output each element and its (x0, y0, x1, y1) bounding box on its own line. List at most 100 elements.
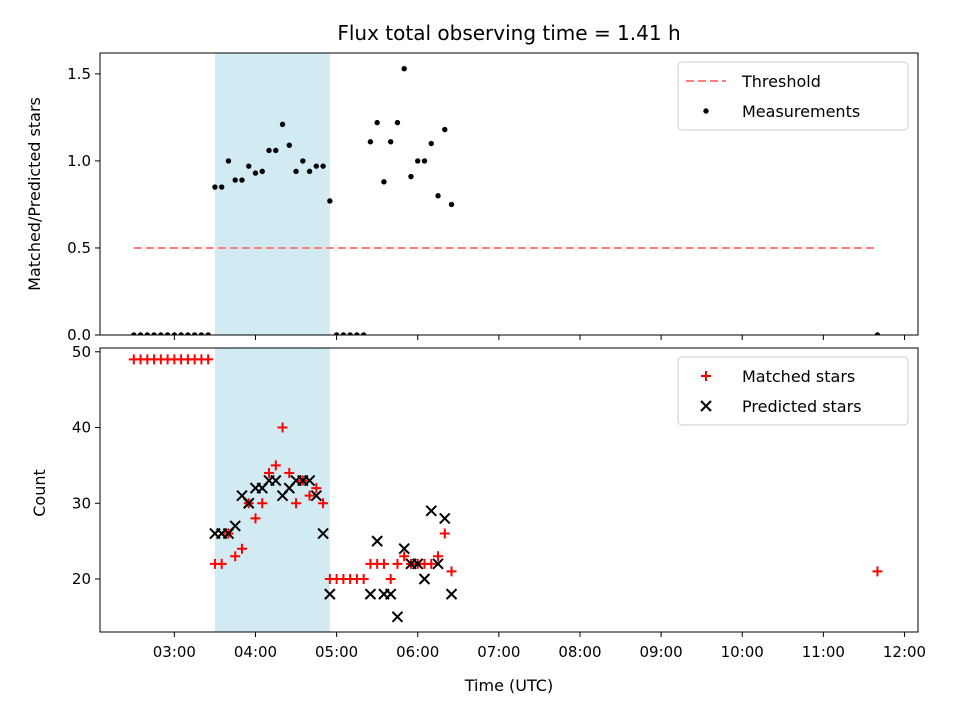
bottom-matched-marker (257, 498, 268, 509)
top-series-measurements (131, 65, 881, 335)
bottom-y-tick-label: 50 (72, 343, 91, 361)
top-measurement-point (408, 173, 414, 180)
bottom-matched-marker (216, 558, 227, 569)
bottom-shaded-span (214, 348, 330, 632)
x-tick-label: 05:00 (315, 643, 358, 661)
top-y-axis-label: Matched/Predicted stars (25, 97, 44, 291)
top-measurement-point (158, 332, 164, 335)
top-measurement-point (428, 140, 434, 147)
x-tick-label: 12:00 (883, 643, 926, 661)
bottom-series-matched-stars (128, 354, 883, 584)
bottom-matched-marker (264, 467, 275, 478)
bottom-matched-marker (304, 490, 315, 501)
bottom-matched-marker (446, 566, 457, 577)
top-measurement-point (415, 158, 421, 164)
x-tick-label: 07:00 (477, 643, 520, 661)
top-measurement-point (212, 184, 218, 190)
top-plot-area (131, 65, 881, 335)
top-measurement-point (401, 65, 407, 72)
bottom-legend-label: Predicted stars (742, 397, 862, 416)
bottom-matched-marker (284, 467, 295, 478)
top-measurement-point (232, 177, 238, 183)
bottom-matched-marker (270, 460, 281, 471)
bottom-y-tick-label: 40 (72, 419, 91, 437)
bottom-predicted-marker (425, 505, 437, 517)
top-y-tick-label: 0.0 (67, 326, 91, 344)
top-measurement-point (367, 139, 374, 145)
top-y-tick-label: 0.5 (67, 239, 91, 257)
bottom-axes: 20 30 40 50 03:00 04:00 05:00 06:00 07:00 08:00 09… (72, 343, 926, 661)
x-tick-label: 06:00 (396, 643, 439, 661)
bottom-legend-matched-swatch (701, 371, 711, 381)
top-measurement-point (185, 332, 191, 335)
top-measurement-point (198, 332, 205, 335)
x-tick-label: 08:00 (558, 643, 601, 661)
top-measurement-point (333, 332, 340, 335)
bottom-predicted-marker (364, 588, 377, 600)
bottom-matched-marker (872, 566, 883, 577)
top-measurement-point (137, 332, 144, 335)
bottom-predicted-marker (317, 527, 329, 540)
bottom-matched-marker (385, 573, 396, 584)
bottom-matched-marker (378, 558, 389, 569)
bottom-legend-predicted-swatch (700, 400, 712, 412)
top-shaded-span (214, 53, 330, 335)
top-measurement-point (266, 147, 272, 154)
top-measurement-point (279, 121, 286, 128)
bottom-matched-marker (318, 498, 329, 509)
x-tick-label: 03:00 (153, 643, 196, 661)
top-y-tick-label: 1.0 (67, 152, 91, 170)
bottom-matched-marker (399, 551, 410, 562)
top-legend-box (677, 61, 909, 131)
bottom-matched-marker (250, 513, 261, 524)
top-measurement-point (191, 332, 198, 335)
bottom-predicted-marker (412, 558, 424, 570)
x-tick-label: 10:00 (721, 643, 764, 661)
bottom-matched-marker (439, 528, 450, 539)
top-measurement-point (354, 332, 360, 335)
bottom-matched-marker (392, 558, 403, 569)
top-measurement-point (286, 142, 292, 148)
top-measurement-point (394, 119, 401, 126)
top-axes: 0.0 0.5 1.0 1.5 Threshold Measurements (67, 52, 919, 344)
bottom-predicted-marker (391, 611, 404, 623)
x-axis-label: Time (UTC) (464, 676, 553, 695)
bottom-predicted-marker (243, 497, 255, 509)
bottom-predicted-marker (418, 573, 431, 585)
chart-title: Flux total observing time = 1.41 h (337, 21, 680, 45)
bottom-legend: Matched stars Predicted stars (677, 356, 909, 426)
bottom-predicted-marker (229, 520, 241, 532)
bottom-predicted-marker (432, 558, 444, 570)
top-measurement-point (874, 332, 881, 335)
top-measurement-point (421, 158, 428, 164)
bottom-matched-marker (236, 543, 247, 554)
top-axes-frame (99, 52, 919, 336)
top-measurement-point (252, 170, 259, 176)
bottom-predicted-marker (439, 512, 451, 525)
top-measurement-point (293, 168, 299, 175)
bottom-predicted-marker (371, 535, 383, 547)
bottom-predicted-marker (270, 474, 282, 487)
bottom-y-tick-label: 30 (72, 494, 91, 512)
top-measurement-point (218, 184, 225, 190)
top-legend-label: Measurements (742, 102, 860, 121)
top-legend: Threshold Measurements (677, 61, 909, 131)
top-measurement-point (381, 179, 387, 185)
top-measurement-point (340, 332, 347, 335)
bottom-predicted-marker (324, 588, 336, 600)
top-measurement-point (225, 158, 232, 164)
top-measurement-point (171, 332, 178, 335)
top-measurement-point (347, 332, 353, 335)
bottom-matched-marker (291, 498, 302, 509)
bottom-axes-frame (99, 347, 919, 633)
bottom-plot-area (128, 354, 883, 623)
top-measurement-point (387, 139, 394, 145)
bottom-predicted-marker (445, 588, 458, 600)
top-measurement-point (435, 193, 441, 199)
top-measurement-point (306, 168, 313, 175)
bottom-matched-marker (230, 551, 241, 562)
bottom-matched-marker (358, 573, 369, 584)
top-measurement-point (164, 332, 171, 335)
top-measurement-point (144, 332, 151, 335)
